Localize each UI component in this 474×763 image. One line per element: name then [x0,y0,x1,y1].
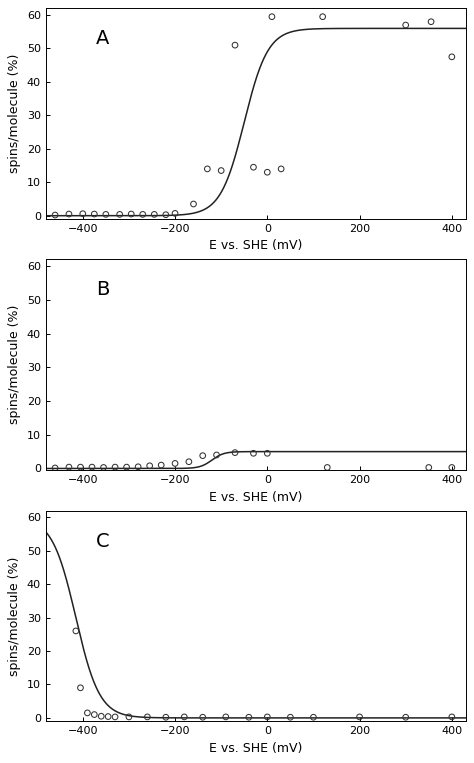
Y-axis label: spins/molecule (%): spins/molecule (%) [9,556,21,675]
Point [222,711,229,723]
Point [310,711,317,723]
Point [104,710,112,723]
Point [185,456,192,468]
Point [427,15,435,27]
Point [144,711,151,723]
Point [268,11,276,23]
Point [123,461,130,473]
Point [171,208,179,220]
Y-axis label: spins/molecule (%): spins/molecule (%) [9,305,21,424]
Point [181,711,188,723]
Point [91,709,98,721]
Point [65,208,73,221]
Point [218,165,225,177]
Point [139,208,146,221]
Point [83,707,91,719]
Point [199,711,207,723]
Point [51,462,59,474]
X-axis label: E vs. SHE (mV): E vs. SHE (mV) [209,491,302,504]
Point [425,462,433,474]
Point [319,11,327,23]
Point [134,461,142,473]
Point [264,166,271,179]
Point [245,711,253,723]
Point [88,461,96,473]
Text: B: B [96,281,109,300]
Point [116,208,123,221]
Point [264,711,271,723]
Point [448,50,456,63]
Point [128,208,135,221]
Text: A: A [96,30,109,48]
Point [77,681,84,694]
Point [162,711,170,723]
Point [250,447,257,459]
Point [91,208,98,221]
Point [190,198,197,210]
Point [199,449,207,462]
Point [323,462,331,474]
Point [98,710,105,723]
Point [203,163,211,175]
Point [77,461,84,473]
Point [51,209,59,221]
Point [264,447,271,459]
Point [111,711,119,723]
Point [171,457,179,469]
Point [162,208,170,221]
Point [231,446,239,459]
Text: C: C [96,532,110,551]
Point [250,161,257,173]
Point [356,711,364,723]
Point [402,711,410,723]
Point [213,449,220,461]
Y-axis label: spins/molecule (%): spins/molecule (%) [9,54,21,173]
X-axis label: E vs. SHE (mV): E vs. SHE (mV) [209,742,302,755]
Point [146,459,154,472]
Point [150,208,158,221]
Point [287,711,294,723]
Point [65,461,73,473]
Point [402,19,410,31]
Point [102,208,109,221]
Point [448,462,456,474]
Point [157,459,165,472]
Point [79,208,87,220]
Point [72,625,80,637]
Point [231,39,239,51]
Point [111,461,119,473]
X-axis label: E vs. SHE (mV): E vs. SHE (mV) [209,240,302,253]
Point [100,462,107,474]
Point [448,711,456,723]
Point [277,163,285,175]
Point [125,711,133,723]
